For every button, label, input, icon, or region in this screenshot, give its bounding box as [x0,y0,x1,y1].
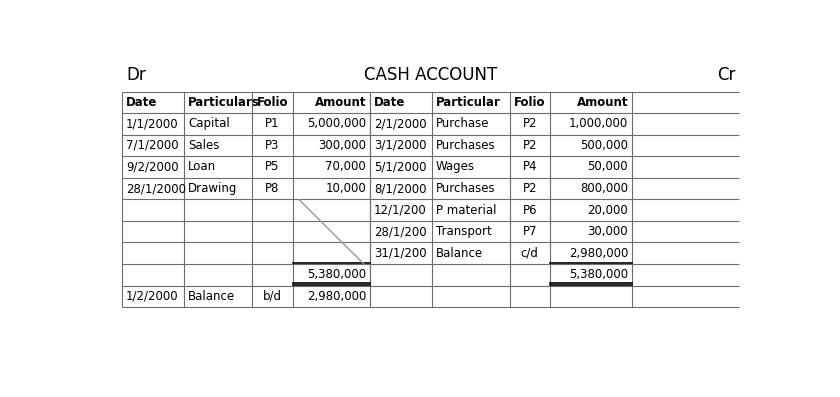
Text: 8/1/2000: 8/1/2000 [374,182,427,195]
Text: 1/1/2000: 1/1/2000 [126,118,179,130]
Text: 31/1/200: 31/1/200 [374,247,427,260]
Text: Loan: Loan [188,160,216,173]
Text: Amount: Amount [576,96,628,109]
Text: Dr: Dr [126,66,145,84]
Text: Date: Date [374,96,406,109]
Text: Balance: Balance [188,290,235,303]
Text: 28/1/2000: 28/1/2000 [126,182,186,195]
Text: Particular: Particular [436,96,501,109]
Text: 5,380,000: 5,380,000 [307,268,366,281]
Text: 7/1/2000: 7/1/2000 [126,139,179,152]
Text: P2: P2 [522,118,537,130]
Text: 5/1/2000: 5/1/2000 [374,160,427,173]
Text: 20,000: 20,000 [587,204,628,217]
Text: Capital: Capital [188,118,229,130]
Text: Folio: Folio [257,96,288,109]
Text: Amount: Amount [315,96,366,109]
Text: Drawing: Drawing [188,182,238,195]
Text: 5,000,000: 5,000,000 [307,118,366,130]
Text: CASH ACCOUNT: CASH ACCOUNT [364,66,497,84]
Text: Cr: Cr [717,66,735,84]
Text: P3: P3 [265,139,280,152]
Text: Purchase: Purchase [436,118,490,130]
Text: 2,980,000: 2,980,000 [569,247,628,260]
Text: Purchases: Purchases [436,182,496,195]
Text: P2: P2 [522,182,537,195]
Text: P5: P5 [265,160,280,173]
Text: 28/1/200: 28/1/200 [374,225,427,238]
Text: 50,000: 50,000 [587,160,628,173]
Text: c/d: c/d [521,247,538,260]
Text: 5,380,000: 5,380,000 [569,268,628,281]
Text: P1: P1 [265,118,280,130]
Text: 500,000: 500,000 [580,139,628,152]
Text: 800,000: 800,000 [580,182,628,195]
Text: Date: Date [126,96,157,109]
Text: b/d: b/d [263,290,282,303]
Text: 10,000: 10,000 [325,182,366,195]
Text: Sales: Sales [188,139,219,152]
Text: P material: P material [436,204,496,217]
Text: Transport: Transport [436,225,491,238]
Text: Wages: Wages [436,160,475,173]
Text: P7: P7 [522,225,537,238]
Text: 3/1/2000: 3/1/2000 [374,139,427,152]
Text: Purchases: Purchases [436,139,496,152]
Text: 12/1/200: 12/1/200 [374,204,427,217]
Text: Folio: Folio [514,96,545,109]
Text: 70,000: 70,000 [325,160,366,173]
Text: 2/1/2000: 2/1/2000 [374,118,427,130]
Text: 1,000,000: 1,000,000 [569,118,628,130]
Text: 30,000: 30,000 [587,225,628,238]
Text: P6: P6 [522,204,537,217]
Text: 9/2/2000: 9/2/2000 [126,160,179,173]
Text: 2,980,000: 2,980,000 [307,290,366,303]
Text: P4: P4 [522,160,537,173]
Text: P8: P8 [265,182,280,195]
Text: Particulars: Particulars [188,96,260,109]
Text: Balance: Balance [436,247,483,260]
Text: P2: P2 [522,139,537,152]
Text: 300,000: 300,000 [318,139,366,152]
Text: 1/2/2000: 1/2/2000 [126,290,179,303]
